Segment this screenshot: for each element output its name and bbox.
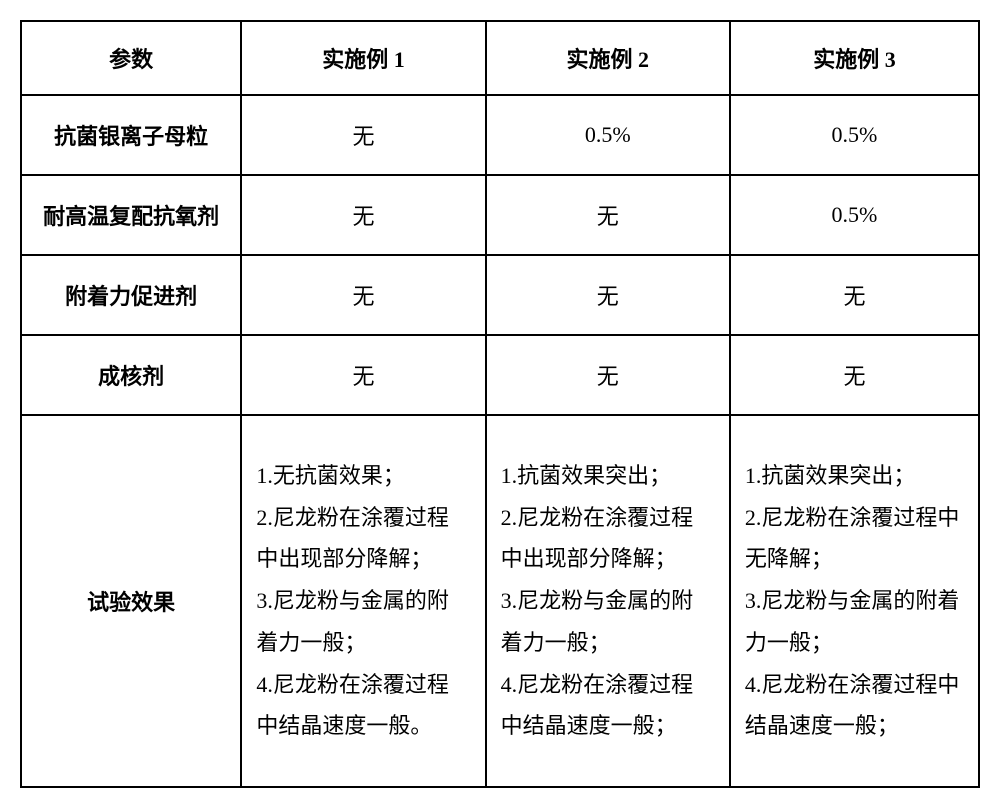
effect-line: 3.尼龙粉与金属的附着力一般； bbox=[745, 580, 964, 664]
cell-value: 无 bbox=[486, 175, 730, 255]
cell-value: 无 bbox=[241, 175, 485, 255]
effect-col-1: 1.无抗菌效果； 2.尼龙粉在涂覆过程中出现部分降解； 3.尼龙粉与金属的附着力… bbox=[241, 415, 485, 787]
cell-value: 无 bbox=[486, 335, 730, 415]
effect-line: 3.尼龙粉与金属的附着力一般； bbox=[501, 580, 715, 664]
table-row: 耐高温复配抗氧剂 无 无 0.5% bbox=[21, 175, 979, 255]
cell-value: 无 bbox=[241, 335, 485, 415]
effect-line: 1.无抗菌效果； bbox=[256, 455, 470, 497]
comparison-table-container: 参数 实施例 1 实施例 2 实施例 3 抗菌银离子母粒 无 0.5% 0.5%… bbox=[20, 20, 980, 788]
effect-row-label: 试验效果 bbox=[21, 415, 241, 787]
param-label: 附着力促进剂 bbox=[21, 255, 241, 335]
cell-value: 无 bbox=[241, 95, 485, 175]
header-example-2: 实施例 2 bbox=[486, 21, 730, 95]
table-header-row: 参数 实施例 1 实施例 2 实施例 3 bbox=[21, 21, 979, 95]
effect-row: 试验效果 1.无抗菌效果； 2.尼龙粉在涂覆过程中出现部分降解； 3.尼龙粉与金… bbox=[21, 415, 979, 787]
cell-value: 0.5% bbox=[730, 95, 979, 175]
cell-value: 0.5% bbox=[730, 175, 979, 255]
header-example-1: 实施例 1 bbox=[241, 21, 485, 95]
effect-line: 1.抗菌效果突出； bbox=[745, 455, 964, 497]
header-example-3: 实施例 3 bbox=[730, 21, 979, 95]
header-param: 参数 bbox=[21, 21, 241, 95]
effect-line: 2.尼龙粉在涂覆过程中无降解； bbox=[745, 497, 964, 581]
table-row: 抗菌银离子母粒 无 0.5% 0.5% bbox=[21, 95, 979, 175]
param-label: 成核剂 bbox=[21, 335, 241, 415]
effect-line: 2.尼龙粉在涂覆过程中出现部分降解； bbox=[256, 497, 470, 581]
param-label: 耐高温复配抗氧剂 bbox=[21, 175, 241, 255]
cell-value: 无 bbox=[241, 255, 485, 335]
table-row: 附着力促进剂 无 无 无 bbox=[21, 255, 979, 335]
effect-col-2: 1.抗菌效果突出； 2.尼龙粉在涂覆过程中出现部分降解； 3.尼龙粉与金属的附着… bbox=[486, 415, 730, 787]
effect-line: 2.尼龙粉在涂覆过程中出现部分降解； bbox=[501, 497, 715, 581]
cell-value: 无 bbox=[730, 335, 979, 415]
effect-line: 1.抗菌效果突出； bbox=[501, 455, 715, 497]
cell-value: 无 bbox=[730, 255, 979, 335]
cell-value: 0.5% bbox=[486, 95, 730, 175]
effect-line: 3.尼龙粉与金属的附着力一般； bbox=[256, 580, 470, 664]
comparison-table: 参数 实施例 1 实施例 2 实施例 3 抗菌银离子母粒 无 0.5% 0.5%… bbox=[20, 20, 980, 788]
param-label: 抗菌银离子母粒 bbox=[21, 95, 241, 175]
effect-col-3: 1.抗菌效果突出； 2.尼龙粉在涂覆过程中无降解； 3.尼龙粉与金属的附着力一般… bbox=[730, 415, 979, 787]
cell-value: 无 bbox=[486, 255, 730, 335]
table-row: 成核剂 无 无 无 bbox=[21, 335, 979, 415]
